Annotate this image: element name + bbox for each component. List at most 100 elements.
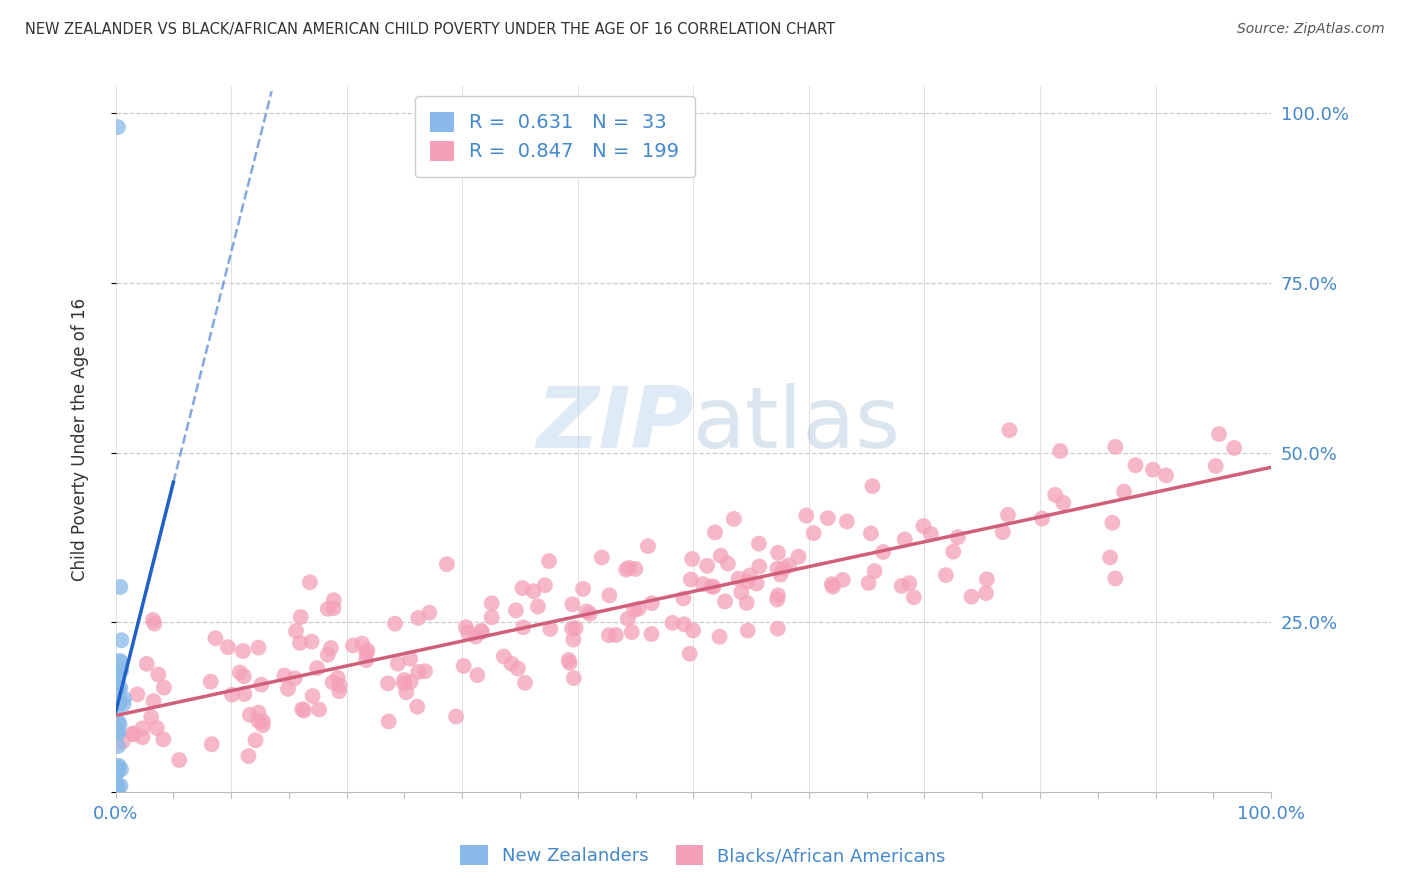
Point: [395, 685, 418, 699]
Point: [319, 641, 342, 656]
Point: [912, 519, 935, 533]
Point: [110, 762, 132, 776]
Point: [558, 656, 581, 670]
Point: [700, 579, 723, 593]
Point: [239, 707, 262, 722]
Point: [406, 611, 429, 625]
Point: [457, 625, 479, 640]
Point: [522, 584, 544, 599]
Point: [377, 714, 399, 729]
Text: Source: ZipAtlas.com: Source: ZipAtlas.com: [1237, 22, 1385, 37]
Point: [730, 585, 752, 599]
Point: [384, 616, 406, 631]
Point: [748, 559, 770, 574]
Point: [444, 709, 467, 723]
Point: [527, 599, 550, 614]
Point: [418, 606, 440, 620]
Point: [1104, 440, 1126, 454]
Point: [492, 649, 515, 664]
Point: [974, 586, 997, 600]
Point: [406, 699, 429, 714]
Point: [682, 624, 704, 638]
Point: [328, 684, 350, 698]
Point: [640, 627, 662, 641]
Point: [817, 511, 839, 525]
Point: [672, 591, 695, 606]
Point: [387, 657, 409, 671]
Point: [862, 479, 884, 493]
Point: [605, 628, 627, 642]
Point: [696, 558, 718, 573]
Point: [238, 749, 260, 764]
Point: [105, 784, 128, 798]
Point: [1052, 496, 1074, 510]
Point: [392, 673, 415, 687]
Point: [673, 617, 696, 632]
Point: [252, 714, 274, 729]
Point: [107, 764, 129, 779]
Point: [229, 665, 252, 680]
Point: [148, 667, 170, 681]
Point: [107, 120, 129, 134]
Point: [717, 557, 740, 571]
Point: [122, 727, 145, 741]
Point: [858, 576, 880, 591]
Point: [308, 702, 330, 716]
Point: [354, 653, 377, 667]
Point: [506, 661, 529, 675]
Point: [453, 659, 475, 673]
Point: [890, 579, 912, 593]
Point: [142, 613, 165, 627]
Point: [803, 526, 825, 541]
Point: [110, 664, 132, 678]
Point: [692, 577, 714, 591]
Point: [821, 577, 844, 591]
Point: [107, 673, 129, 687]
Point: [935, 568, 957, 582]
Point: [291, 702, 314, 716]
Point: [501, 657, 523, 671]
Point: [893, 533, 915, 547]
Text: atlas: atlas: [693, 384, 901, 467]
Point: [641, 596, 664, 610]
Point: [704, 525, 727, 540]
Point: [702, 580, 724, 594]
Point: [735, 596, 758, 610]
Point: [107, 723, 129, 738]
Point: [356, 643, 378, 657]
Point: [745, 576, 768, 591]
Point: [232, 669, 254, 683]
Point: [710, 549, 733, 563]
Point: [399, 651, 422, 665]
Point: [624, 562, 647, 576]
Point: [1112, 484, 1135, 499]
Point: [108, 654, 131, 668]
Point: [481, 610, 503, 624]
Point: [1125, 458, 1147, 473]
Point: [201, 737, 224, 751]
Point: [108, 694, 131, 708]
Point: [572, 582, 595, 596]
Point: [481, 596, 503, 610]
Y-axis label: Child Poverty Under the Age of 16: Child Poverty Under the Age of 16: [72, 297, 89, 581]
Point: [998, 423, 1021, 437]
Point: [920, 527, 942, 541]
Point: [105, 663, 128, 677]
Point: [112, 697, 135, 711]
Point: [942, 544, 965, 558]
Point: [727, 572, 749, 586]
Point: [513, 675, 536, 690]
Point: [1154, 468, 1177, 483]
Point: [564, 621, 586, 635]
Point: [1099, 550, 1122, 565]
Point: [903, 591, 925, 605]
Point: [326, 671, 349, 685]
Point: [105, 686, 128, 700]
Point: [1101, 516, 1123, 530]
Point: [110, 779, 132, 793]
Point: [470, 624, 492, 638]
Point: [794, 508, 817, 523]
Point: [110, 580, 132, 594]
Point: [127, 687, 149, 701]
Point: [322, 601, 344, 615]
